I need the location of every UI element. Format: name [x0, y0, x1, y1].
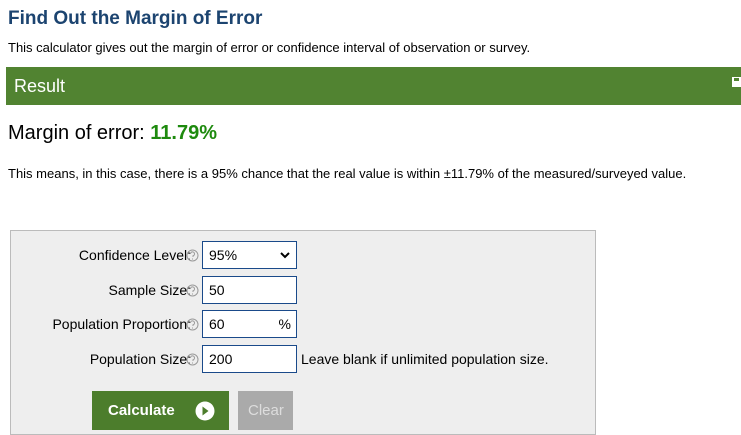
select-value: 95% — [209, 247, 238, 263]
form: Confidence Level: Sample Size: Populatio… — [10, 230, 596, 435]
field-label: Population Proportion: — [52, 316, 191, 332]
explanation: This means, in this case, there is a 95%… — [8, 166, 687, 181]
help-icon[interactable] — [186, 318, 199, 331]
margin-label: Margin of error: — [8, 122, 145, 144]
button-label: Calculate — [108, 402, 175, 419]
dropdown-arrow — [280, 252, 290, 259]
help-icon[interactable] — [186, 249, 199, 262]
result-heading: Result — [14, 76, 66, 96]
field-label: Sample Size: — [108, 282, 191, 298]
clear-button[interactable]: Clear — [238, 391, 293, 430]
margin-value: 11.79% — [150, 122, 218, 144]
result-bar: Result — [6, 67, 741, 105]
save-icon[interactable] — [731, 75, 741, 97]
unit: % — [278, 316, 291, 332]
field-label: Confidence Level: — [78, 247, 191, 263]
help-icon[interactable] — [186, 284, 199, 297]
field-note: Leave blank if unlimited population size… — [301, 351, 549, 367]
confidence-select[interactable]: 95% — [202, 241, 297, 269]
input-value: 60 — [209, 316, 225, 332]
button-label: Clear — [248, 402, 284, 419]
play-icon — [195, 401, 215, 421]
proportion-input[interactable]: 60% — [202, 310, 297, 338]
sample-input[interactable]: 50 — [202, 276, 297, 304]
help-icon[interactable] — [186, 353, 199, 366]
title: Find Out the Margin of Error — [8, 8, 263, 29]
population-input[interactable]: 200 — [202, 345, 297, 373]
field-label: Population Size: — [89, 351, 191, 367]
calculate-button[interactable]: Calculate — [92, 391, 229, 430]
margin-line: Margin of error: 11.79% — [8, 122, 217, 145]
description: This calculator gives out the margin of … — [8, 40, 531, 55]
